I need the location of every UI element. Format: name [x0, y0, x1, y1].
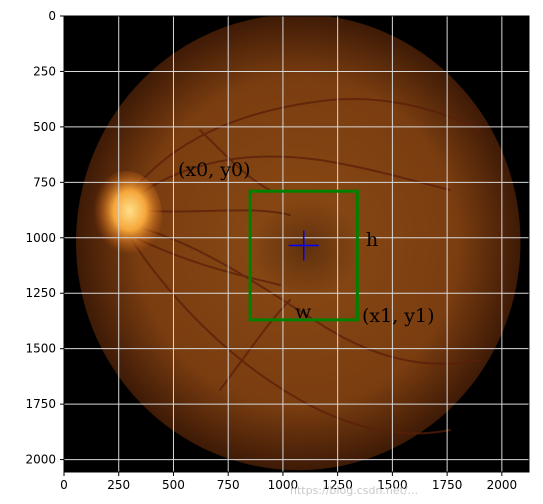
- watermark-text: https://blog.csdn.net/...: [290, 484, 418, 497]
- macula: [251, 198, 361, 298]
- y-tick-label: 1750: [25, 397, 56, 411]
- optic-disc: [90, 171, 162, 259]
- x-tick-label: 0: [60, 478, 68, 492]
- x-tick-label: 1750: [432, 478, 463, 492]
- x-tick-label: 750: [217, 478, 240, 492]
- y-tick-label: 2000: [25, 453, 56, 467]
- label-width: w: [295, 301, 312, 323]
- label-top-left: (x0, y0): [178, 159, 251, 181]
- x-tick-label: 500: [162, 478, 185, 492]
- x-tick-label: 250: [107, 478, 130, 492]
- y-axis: 0 250 500 750 1000 1250 1500 1750 2000: [25, 9, 64, 467]
- axes-frame: [63, 15, 530, 473]
- fundus-image: [64, 16, 529, 472]
- center-crosshair-icon: [288, 230, 319, 261]
- y-tick-label: 250: [33, 64, 56, 78]
- label-bottom-right: (x1, y1): [362, 305, 435, 327]
- y-tick-label: 0: [48, 9, 56, 23]
- label-height: h: [366, 229, 378, 251]
- x-tick-label: 1000: [268, 478, 299, 492]
- y-tick-label: 500: [33, 120, 56, 134]
- x-tick-label: 1500: [377, 478, 408, 492]
- y-tick-label: 750: [33, 175, 56, 189]
- y-tick-label: 1000: [25, 231, 56, 245]
- x-axis: 0 250 500 750 1000 1250 1500 1750 2000: [60, 472, 517, 492]
- y-tick-label: 1250: [25, 286, 56, 300]
- y-tick-label: 1500: [25, 342, 56, 356]
- x-tick-label: 2000: [487, 478, 518, 492]
- x-tick-label: 1250: [322, 478, 353, 492]
- bounding-box: [248, 189, 359, 322]
